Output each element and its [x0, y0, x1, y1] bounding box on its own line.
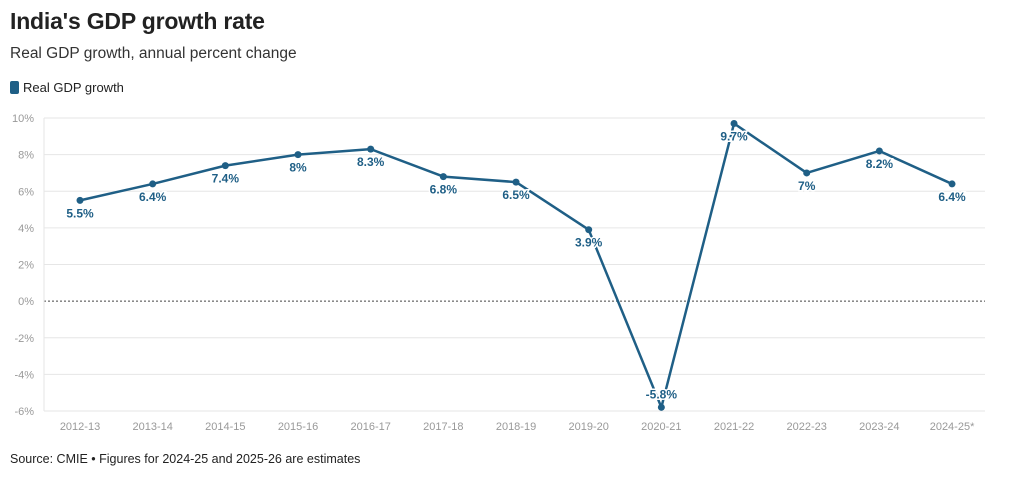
- data-label: 6.4%: [139, 190, 167, 204]
- x-tick-label: 2018-19: [496, 421, 536, 433]
- data-point[interactable]: [803, 169, 811, 177]
- x-tick-label: 2013-14: [132, 421, 172, 433]
- x-tick-label: 2014-15: [205, 421, 245, 433]
- x-tick-label: 2015-16: [278, 421, 318, 433]
- x-tick-label: 2021-22: [714, 421, 754, 433]
- y-tick-label: 4%: [18, 223, 34, 235]
- data-label: 3.9%: [575, 236, 603, 250]
- series-line: [79, 122, 953, 409]
- data-point[interactable]: [149, 180, 157, 188]
- chart-subtitle: Real GDP growth, annual percent change: [10, 45, 297, 62]
- x-tick-label: 2016-17: [350, 421, 390, 433]
- y-tick-label: 6%: [18, 186, 34, 198]
- chart-title: India's GDP growth rate: [10, 8, 265, 34]
- axis-layer: 10% 8% 6% 4% 2% 0% -2% -4% -6% 2012-13 2013-14 2014…: [12, 113, 975, 433]
- x-tick-label: 2020-21: [641, 421, 681, 433]
- y-tick-label: -6%: [14, 406, 34, 418]
- legend-label: Real GDP growth: [23, 80, 124, 95]
- x-tick-label: 2024-25*: [930, 421, 975, 433]
- y-tick-label: 2%: [18, 260, 34, 272]
- x-tick-label: 2022-23: [787, 421, 827, 433]
- data-label: 6.4%: [938, 190, 966, 204]
- data-point[interactable]: [948, 180, 956, 188]
- grid-layer: [43, 117, 985, 412]
- y-tick-label: -4%: [14, 369, 34, 381]
- data-point[interactable]: [221, 162, 229, 170]
- data-label: 6.5%: [502, 188, 530, 202]
- data-label: 9.7%: [720, 129, 748, 143]
- data-point[interactable]: [585, 226, 593, 234]
- data-label: 5.5%: [66, 206, 94, 220]
- data-point[interactable]: [367, 145, 375, 153]
- y-tick-label: 10%: [12, 113, 34, 125]
- data-point[interactable]: [439, 173, 447, 181]
- data-label: 7%: [798, 179, 816, 193]
- x-tick-label: 2012-13: [60, 421, 100, 433]
- data-point[interactable]: [730, 119, 738, 127]
- data-point[interactable]: [294, 151, 302, 159]
- data-label: -5.8%: [646, 387, 678, 401]
- x-tick-label: 2017-18: [423, 421, 463, 433]
- label-layer: 5.5% 6.4% 7.4% 8% 8.3% 6.8% 6.5% 3.9% -5.8% 9.7% 7…: [65, 128, 968, 403]
- y-tick-label: -2%: [14, 333, 34, 345]
- data-point[interactable]: [875, 147, 883, 155]
- data-label: 6.8%: [430, 183, 458, 197]
- data-point[interactable]: [657, 403, 665, 411]
- data-label: 7.4%: [212, 172, 240, 186]
- x-tick-label: 2019-20: [569, 421, 609, 433]
- data-label: 8.3%: [357, 155, 385, 169]
- legend-swatch: [10, 81, 19, 94]
- source-note: Source: CMIE • Figures for 2024-25 and 2…: [10, 452, 361, 466]
- data-label: 8.2%: [866, 157, 894, 171]
- series-layer: [76, 119, 956, 411]
- x-tick-label: 2023-24: [859, 421, 899, 433]
- chart-legend: Real GDP growth: [10, 80, 124, 95]
- data-point[interactable]: [512, 178, 520, 186]
- data-point[interactable]: [76, 196, 84, 204]
- y-tick-label: 0%: [18, 296, 34, 308]
- data-label: 8%: [289, 161, 307, 175]
- y-tick-label: 8%: [18, 150, 34, 162]
